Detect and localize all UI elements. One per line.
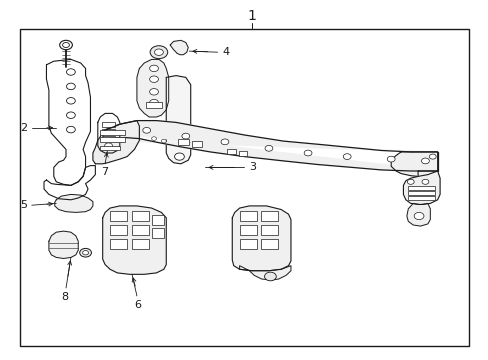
Bar [132, 239, 149, 249]
Circle shape [161, 139, 166, 143]
Bar [260, 239, 277, 249]
Bar [260, 225, 277, 235]
Bar [20, 29, 468, 346]
Circle shape [149, 99, 158, 106]
Bar [100, 130, 124, 135]
Bar [110, 211, 127, 221]
Circle shape [149, 65, 158, 72]
Bar [100, 146, 120, 150]
Circle shape [142, 127, 150, 133]
Bar [227, 149, 236, 154]
Circle shape [80, 248, 91, 257]
Polygon shape [44, 166, 95, 200]
Polygon shape [102, 121, 437, 171]
Circle shape [151, 137, 156, 140]
Bar [102, 129, 115, 134]
Circle shape [66, 83, 75, 90]
Bar [132, 211, 149, 221]
Circle shape [343, 154, 350, 159]
Bar [178, 139, 189, 145]
Polygon shape [137, 59, 168, 117]
Bar [110, 239, 127, 249]
Text: 2: 2 [20, 123, 27, 133]
Polygon shape [102, 206, 166, 274]
Bar [239, 225, 256, 235]
Circle shape [66, 126, 75, 133]
Text: 7: 7 [101, 167, 107, 177]
Bar [238, 151, 247, 156]
Circle shape [413, 212, 423, 220]
Bar [239, 239, 256, 249]
Circle shape [149, 89, 158, 95]
Circle shape [182, 133, 189, 139]
Circle shape [60, 40, 72, 50]
Circle shape [149, 76, 158, 82]
Bar [260, 211, 277, 221]
Polygon shape [93, 121, 139, 164]
Text: 3: 3 [249, 162, 256, 172]
Circle shape [66, 69, 75, 75]
Circle shape [264, 145, 272, 151]
Circle shape [150, 46, 167, 59]
Polygon shape [55, 194, 93, 212]
Polygon shape [232, 206, 290, 271]
Text: 5: 5 [20, 200, 27, 210]
Bar [191, 141, 202, 147]
Bar [102, 122, 115, 127]
Circle shape [66, 112, 75, 118]
Bar [132, 225, 149, 235]
Polygon shape [49, 231, 78, 258]
Bar [100, 137, 124, 142]
Circle shape [82, 251, 88, 255]
Polygon shape [166, 76, 190, 164]
Polygon shape [98, 113, 120, 153]
Polygon shape [170, 40, 188, 55]
Polygon shape [46, 59, 90, 185]
Circle shape [428, 154, 435, 159]
Bar [145, 102, 162, 108]
Bar [407, 196, 434, 200]
Bar [151, 228, 163, 238]
Bar [151, 215, 163, 225]
Bar [407, 186, 434, 190]
Circle shape [386, 156, 394, 162]
Circle shape [221, 139, 228, 145]
Circle shape [154, 49, 163, 55]
Polygon shape [239, 266, 290, 280]
Bar [239, 211, 256, 221]
Circle shape [104, 143, 112, 149]
Text: 4: 4 [222, 47, 229, 57]
Circle shape [66, 98, 75, 104]
Circle shape [62, 42, 69, 48]
Circle shape [421, 179, 428, 184]
Circle shape [421, 158, 428, 164]
Polygon shape [390, 152, 437, 176]
Text: 6: 6 [134, 300, 141, 310]
Circle shape [304, 150, 311, 156]
Bar [407, 191, 434, 195]
Text: 8: 8 [61, 292, 68, 302]
Circle shape [407, 179, 413, 184]
Text: 1: 1 [247, 9, 256, 23]
Bar [110, 225, 127, 235]
Polygon shape [406, 203, 429, 226]
Bar [102, 136, 115, 141]
Polygon shape [403, 171, 439, 204]
Circle shape [264, 272, 276, 281]
Circle shape [174, 153, 184, 160]
